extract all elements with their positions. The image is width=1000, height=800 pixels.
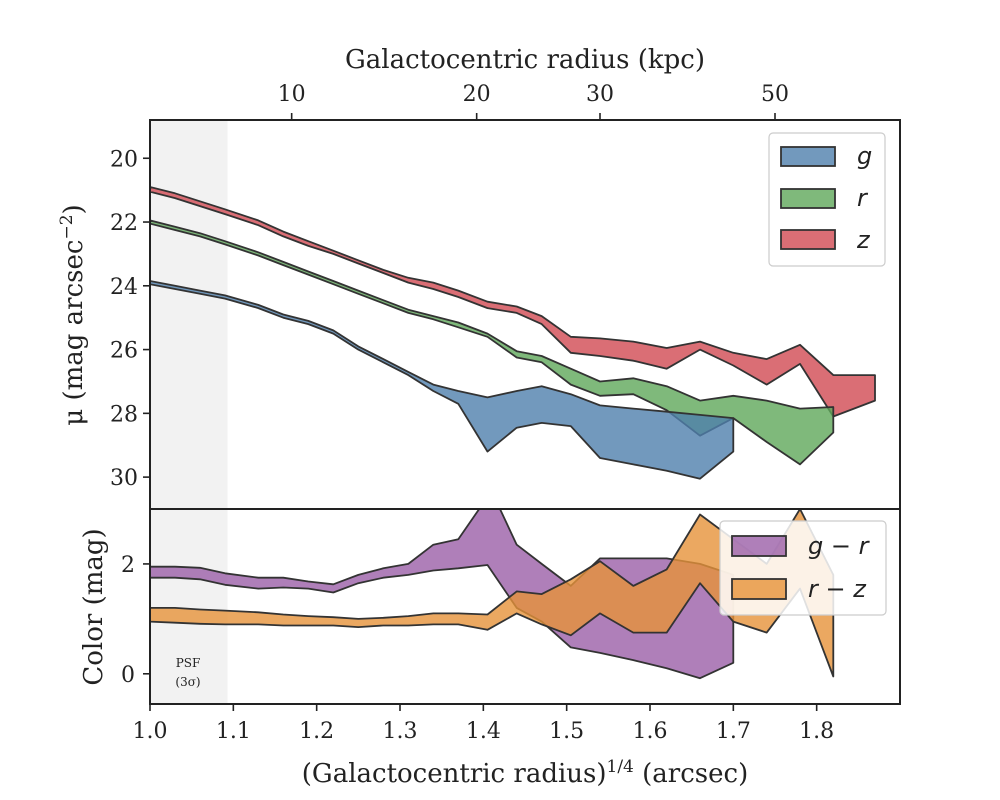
legend-label-r-minus-z: r − z (808, 575, 867, 603)
top-x-tick-label: 20 (463, 82, 491, 107)
bottom-y-tick-label: 0 (121, 663, 135, 688)
top-y-tick-label: 22 (110, 211, 138, 236)
psf-label-line1: PSF (176, 656, 201, 670)
top-y-tick-label: 24 (110, 275, 138, 300)
surface-brightness-band-z (150, 186, 876, 418)
top-y-axis-title: μ (mag arcsec−2) (57, 204, 89, 425)
bottom-x-tick-label: 1.3 (383, 719, 418, 744)
legend-swatch-r (780, 188, 836, 209)
surface-brightness-band-r (150, 219, 835, 466)
psf-region-top (150, 120, 228, 509)
psf-region-bottom (150, 509, 228, 704)
legend-label-g: g (857, 142, 872, 170)
legend-label-r: r (857, 184, 869, 212)
legend-swatch-g-minus-r (731, 535, 787, 557)
bottom-x-axis-title: (Galactocentric radius)1/4 (arcsec) (302, 757, 748, 789)
bottom-series-group (150, 509, 835, 680)
psf-label-line2: (3σ) (175, 675, 200, 689)
top-y-tick-label: 30 (110, 466, 138, 491)
surface-brightness-panel: 20 22 24 26 28 30 10 20 30 50 Galactocentric rad… (57, 45, 901, 510)
top-x-tick-label: 10 (278, 82, 306, 107)
bottom-legend: g − r r − z (719, 520, 887, 616)
bottom-x-ticks: 1.0 1.1 1.2 1.3 1.4 1.5 1.6 1.7 1.8 (133, 704, 834, 744)
top-y-tick-label: 26 (110, 339, 138, 364)
bottom-x-tick-label: 1.1 (216, 719, 251, 744)
bottom-y-ticks: 02 (121, 553, 150, 688)
surface-brightness-band-g (150, 280, 735, 480)
top-y-tick-label: 28 (110, 402, 138, 427)
legend-label-g-minus-r: g − r (808, 532, 871, 560)
top-x-tick-label: 50 (761, 82, 789, 107)
bottom-x-tick-label: 1.6 (633, 719, 668, 744)
legend-swatch-r-minus-z (731, 578, 787, 600)
legend-swatch-g (780, 146, 836, 167)
bottom-x-tick-label: 1.2 (299, 719, 334, 744)
bottom-y-tick-label: 2 (121, 553, 135, 578)
bottom-x-tick-label: 1.7 (716, 719, 751, 744)
top-x-tick-label: 30 (586, 82, 614, 107)
top-legend: g r z (768, 132, 886, 267)
legend-swatch-z (780, 229, 836, 250)
legend-label-z: z (856, 226, 871, 254)
top-y-ticks: 20 22 24 26 28 30 (110, 147, 150, 491)
bottom-x-tick-label: 1.4 (466, 719, 501, 744)
bottom-x-tick-label: 1.8 (799, 719, 834, 744)
bottom-y-axis-title: Color (mag) (79, 528, 109, 685)
top-x-ticks: 10 20 30 50 (278, 82, 789, 120)
color-band-r-minus-z (150, 509, 835, 678)
top-x-axis-title: Galactocentric radius (kpc) (345, 45, 705, 75)
bottom-x-tick-label: 1.0 (133, 719, 168, 744)
bottom-x-tick-label: 1.5 (549, 719, 584, 744)
bottom-panel-frame (149, 508, 901, 705)
top-y-tick-label: 20 (110, 147, 138, 172)
top-series-group (150, 186, 876, 480)
color-panel: 02 1.0 1.1 1.2 1.3 1.4 1.5 1.6 1.7 1.8 PSF (3σ) … (79, 508, 901, 789)
